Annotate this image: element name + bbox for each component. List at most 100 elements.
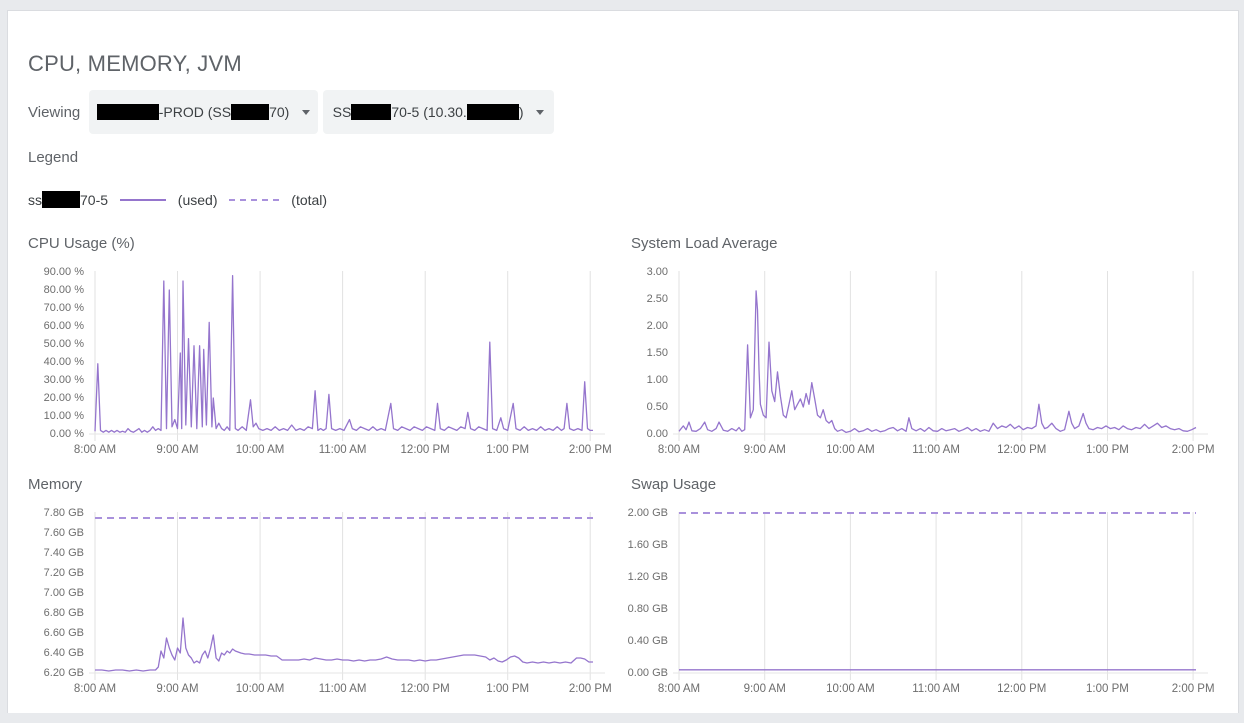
y-tick-label: 1.50 [646, 347, 668, 359]
x-tick-label: 2:00 PM [1171, 444, 1215, 456]
y-axis: 2.00 GB 1.60 GB 1.20 GB 0.80 GB 0.40 GB 0.00 … [627, 507, 673, 680]
x-tick-label: 11:00 AM [912, 683, 960, 695]
legend-used-label: (used) [173, 191, 222, 208]
y-axis: 90.00 % 80.00 % 70.00 % 60.00 % 50.00 % 40.00… [28, 266, 89, 441]
redacted-text [96, 104, 159, 120]
x-tick-label: 1:00 PM [486, 683, 530, 695]
y-tick-label: 0.00 [646, 428, 668, 440]
host-dropdown-label-2: 70-5 (10.30. [391, 104, 467, 120]
x-tick-label: 2:00 PM [568, 683, 612, 695]
x-tick-label: 12:00 PM [400, 444, 450, 456]
y-tick-label: 0.40 GB [627, 635, 668, 647]
x-tick-label: 1:00 PM [1086, 683, 1129, 695]
x-tick-label: 10:00 AM [826, 683, 875, 695]
legend-total-label: (total) [287, 191, 328, 208]
legend-label: Legend [28, 149, 79, 166]
dashboard-card: CPU, MEMORY, JVM Viewing -PROD (SS 70) SS… [7, 10, 1239, 713]
system-load-chart: System Load Average 3.00 2.50 2.00 1.50 1.00… [631, 235, 1216, 461]
x-tick-label: 11:00 AM [318, 683, 367, 695]
y-tick-label: 6.80 GB [43, 607, 84, 619]
y-tick-label: 1.60 GB [627, 539, 668, 551]
chevron-down-icon [302, 109, 311, 115]
cpu-usage-chart: CPU Usage (%) 90.00 % 80.00 % 70.00 % 60.00… [28, 235, 613, 461]
redacted-text [466, 104, 519, 120]
x-tick-label: 9:00 AM [743, 683, 786, 695]
chevron-down-icon [536, 109, 545, 115]
y-tick-label: 2.00 [646, 320, 668, 332]
chart-canvas [89, 512, 605, 680]
x-tick-label: 1:00 PM [1086, 444, 1129, 456]
total-line-swatch-icon [229, 198, 280, 201]
x-tick-label: 10:00 AM [235, 444, 285, 456]
x-axis: 8:00 AM 9:00 AM 10:00 AM 11:00 AM 12:00 PM 1:… [74, 444, 613, 461]
x-tick-label: 11:00 AM [318, 444, 367, 456]
redacted-text [231, 104, 270, 120]
y-tick-label: 0.50 [646, 401, 668, 413]
y-tick-label: 70.00 % [43, 302, 84, 314]
chart-title: CPU Usage (%) [28, 235, 135, 252]
x-tick-label: 1:00 PM [486, 444, 530, 456]
y-axis: 7.80 GB 7.60 GB 7.40 GB 7.20 GB 7.00 GB 6.80 … [28, 507, 89, 680]
y-tick-label: 0.80 GB [627, 603, 668, 615]
y-tick-label: 90.00 % [43, 266, 84, 278]
x-tick-label: 10:00 AM [826, 444, 875, 456]
host-dropdown-label-3: ) [518, 104, 528, 120]
legend-series-name: ss [28, 191, 42, 208]
chart-plot: 8:00 AM 9:00 AM 10:00 AM 11:00 AM 12:00 PM 1:… [74, 271, 613, 461]
y-tick-label: 0.00 GB [627, 667, 668, 679]
y-tick-label: 6.60 GB [43, 627, 84, 639]
chart-canvas [89, 271, 605, 441]
x-tick-label: 8:00 AM [657, 444, 701, 456]
y-tick-label: 60.00 % [43, 320, 84, 332]
chart-plot: 8:00 AM 9:00 AM 10:00 AM 11:00 AM 12:00 PM 1:… [74, 512, 613, 700]
chart-title: Swap Usage [631, 476, 717, 493]
y-tick-label: 7.00 GB [43, 587, 84, 599]
cluster-dropdown[interactable]: -PROD (SS 70) [89, 90, 318, 134]
used-line-swatch-icon [119, 198, 166, 201]
y-tick-label: 7.40 GB [43, 547, 84, 559]
swap-usage-chart: Swap Usage 2.00 GB 1.60 GB 1.20 GB 0.80 GB 0… [627, 476, 1216, 700]
viewing-label: Viewing [28, 103, 81, 121]
x-axis: 8:00 AM 9:00 AM 10:00 AM 11:00 AM 12:00 PM 1:… [658, 683, 1216, 700]
host-dropdown-label: SS [332, 104, 352, 120]
chart-canvas [673, 271, 1208, 441]
charts-grid: CPU Usage (%) 90.00 % 80.00 % 70.00 % 60.00… [28, 235, 1216, 700]
legend-series-name-2: 70-5 [80, 191, 112, 208]
chart-plot: 8:00 AM 9:00 AM 10:00 AM 11:00 AM 12:00 PM 1:… [658, 512, 1216, 700]
x-tick-label: 11:00 AM [912, 444, 960, 456]
redacted-text [351, 104, 392, 120]
chart-title: Memory [28, 476, 83, 493]
y-tick-label: 80.00 % [43, 284, 84, 296]
x-tick-label: 10:00 AM [235, 683, 285, 695]
redacted-text [42, 191, 80, 208]
y-tick-label: 7.80 GB [43, 507, 84, 519]
y-tick-label: 1.20 GB [627, 571, 668, 583]
y-tick-label: 6.40 GB [43, 647, 84, 659]
x-tick-label: 2:00 PM [568, 444, 612, 456]
y-tick-label: 2.50 [646, 293, 668, 305]
x-tick-label: 8:00 AM [73, 683, 117, 695]
y-tick-label: 3.00 [646, 266, 668, 278]
y-tick-label: 0.00 % [49, 428, 84, 440]
x-tick-label: 12:00 PM [997, 683, 1047, 695]
y-tick-label: 2.00 GB [627, 507, 668, 519]
y-tick-label: 40.00 % [43, 356, 84, 368]
cluster-dropdown-label: -PROD (SS [158, 104, 232, 120]
chart-title: System Load Average [631, 235, 778, 252]
chart-canvas [673, 512, 1208, 680]
x-tick-label: 12:00 PM [997, 444, 1047, 456]
y-tick-label: 50.00 % [43, 338, 84, 350]
x-tick-label: 9:00 AM [743, 444, 786, 456]
y-tick-label: 20.00 % [43, 392, 84, 404]
y-tick-label: 6.20 GB [43, 667, 84, 679]
x-tick-label: 2:00 PM [1171, 683, 1215, 695]
page-title: CPU, MEMORY, JVM [28, 51, 242, 76]
legend-row: ss 70-5 (used) (total) [28, 191, 1216, 208]
chart-plot: 8:00 AM 9:00 AM 10:00 AM 11:00 AM 12:00 PM 1:… [658, 271, 1216, 461]
y-tick-label: 10.00 % [43, 410, 84, 422]
y-tick-label: 7.20 GB [43, 567, 84, 579]
x-tick-label: 12:00 PM [400, 683, 450, 695]
x-tick-label: 8:00 AM [657, 683, 701, 695]
x-tick-label: 9:00 AM [156, 683, 199, 695]
host-dropdown[interactable]: SS 70-5 (10.30.) [323, 90, 554, 134]
